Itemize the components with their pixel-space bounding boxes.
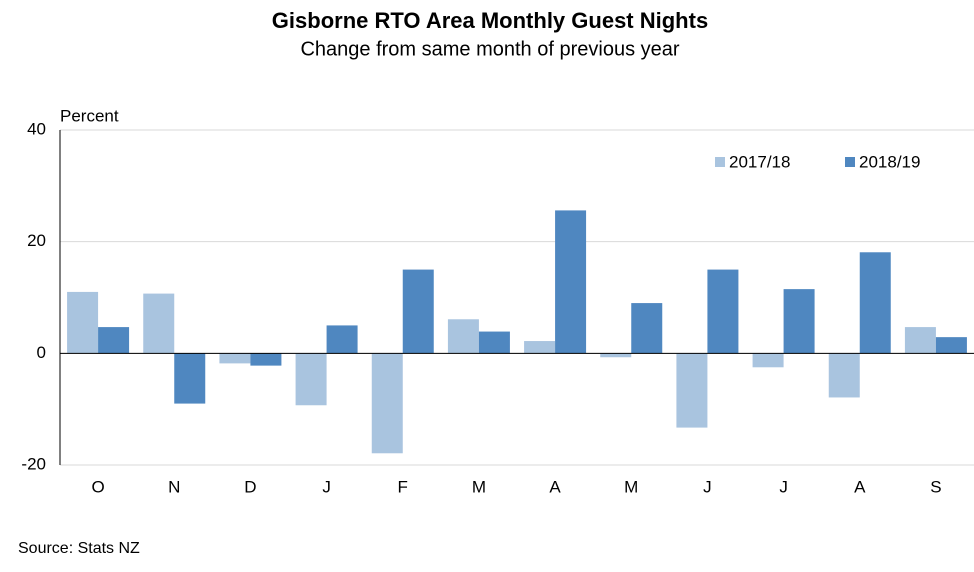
x-tick-label: A — [549, 477, 561, 496]
bar — [828, 353, 860, 398]
bar — [676, 353, 708, 428]
x-tick-label: A — [854, 477, 866, 496]
x-tick-label: J — [779, 477, 788, 496]
x-tick-label: S — [930, 477, 941, 496]
x-tick-label: D — [244, 477, 256, 496]
bar — [143, 293, 175, 354]
bar — [250, 353, 282, 366]
bar — [707, 269, 739, 354]
bar — [600, 353, 632, 358]
bar — [555, 210, 587, 354]
bar — [98, 327, 130, 354]
bar — [174, 353, 206, 404]
legend-swatch — [715, 157, 725, 167]
bar — [219, 353, 251, 364]
y-tick-label: 20 — [27, 231, 46, 250]
x-tick-label: M — [472, 477, 486, 496]
bar — [935, 337, 967, 354]
bar — [447, 319, 479, 354]
source: Source: Stats NZ — [18, 540, 140, 557]
bar — [752, 353, 784, 368]
bar — [326, 325, 358, 354]
legend-label: 2018/19 — [859, 152, 920, 171]
x-tick-label: O — [91, 477, 104, 496]
x-tick-label: M — [624, 477, 638, 496]
bar — [371, 353, 403, 454]
x-tick-label: J — [703, 477, 712, 496]
x-tick-label: J — [322, 477, 331, 496]
legend-label: 2017/18 — [729, 152, 790, 171]
bar — [478, 331, 510, 354]
y-axis-label: Percent — [60, 106, 119, 125]
bar — [859, 252, 891, 354]
bar — [402, 269, 434, 354]
bar — [783, 289, 815, 354]
bar — [67, 291, 99, 354]
chart-subtitle: Change from same month of previous year — [300, 38, 679, 60]
legend-swatch — [845, 157, 855, 167]
x-tick-label: N — [168, 477, 180, 496]
bar — [904, 327, 936, 354]
y-tick-label: 0 — [37, 343, 46, 362]
y-tick-label: 40 — [27, 119, 46, 138]
y-tick-label: -20 — [21, 454, 46, 473]
chart-title: Gisborne RTO Area Monthly Guest Nights — [272, 8, 708, 33]
bar — [295, 353, 327, 406]
bar — [524, 341, 556, 354]
bar — [631, 303, 663, 354]
x-tick-label: F — [398, 477, 408, 496]
